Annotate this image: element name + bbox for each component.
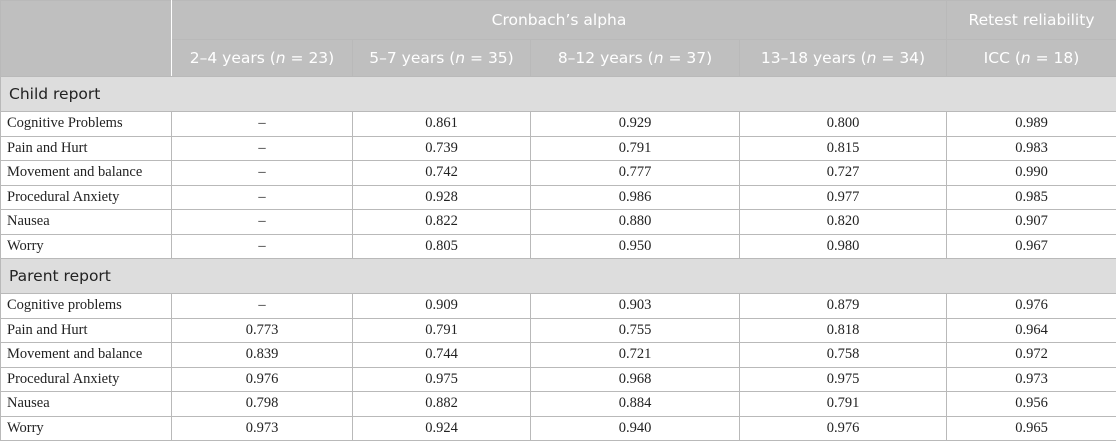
value-cell: 0.773 — [172, 318, 353, 343]
column-header: ICC (n = 18) — [947, 40, 1116, 77]
value-cell: 0.755 — [531, 318, 740, 343]
value-cell: 0.977 — [740, 185, 947, 210]
row-label: Pain and Hurt — [1, 136, 172, 161]
value-cell: 0.861 — [353, 112, 531, 137]
value-cell: 0.976 — [947, 294, 1116, 319]
value-cell: 0.820 — [740, 210, 947, 235]
value-cell: – — [172, 185, 353, 210]
value-cell: 0.928 — [353, 185, 531, 210]
value-cell: 0.879 — [740, 294, 947, 319]
corner-cell — [1, 1, 172, 77]
value-cell: 0.744 — [353, 343, 531, 368]
section-title: Child report — [1, 77, 1116, 112]
value-cell: 0.983 — [947, 136, 1116, 161]
value-cell: 0.880 — [531, 210, 740, 235]
value-cell: 0.975 — [740, 367, 947, 392]
column-header: 13–18 years (n = 34) — [740, 40, 947, 77]
row-label: Nausea — [1, 210, 172, 235]
value-cell: 0.800 — [740, 112, 947, 137]
value-cell: 0.742 — [353, 161, 531, 186]
value-cell: – — [172, 210, 353, 235]
value-cell: – — [172, 294, 353, 319]
value-cell: 0.758 — [740, 343, 947, 368]
row-label: Nausea — [1, 392, 172, 417]
row-label: Movement and balance — [1, 343, 172, 368]
value-cell: 0.980 — [740, 234, 947, 259]
value-cell: 0.968 — [531, 367, 740, 392]
value-cell: 0.815 — [740, 136, 947, 161]
row-label: Procedural Anxiety — [1, 185, 172, 210]
value-cell: – — [172, 161, 353, 186]
section-row: Parent report — [1, 259, 1116, 294]
value-cell: – — [172, 136, 353, 161]
row-label: Movement and balance — [1, 161, 172, 186]
value-cell: 0.839 — [172, 343, 353, 368]
value-cell: – — [172, 112, 353, 137]
value-cell: 0.884 — [531, 392, 740, 417]
section-title: Parent report — [1, 259, 1116, 294]
value-cell: 0.822 — [353, 210, 531, 235]
value-cell: 0.967 — [947, 234, 1116, 259]
value-cell: 0.972 — [947, 343, 1116, 368]
value-cell: 0.929 — [531, 112, 740, 137]
value-cell: 0.990 — [947, 161, 1116, 186]
value-cell: 0.964 — [947, 318, 1116, 343]
value-cell: 0.882 — [353, 392, 531, 417]
column-header: 2–4 years (n = 23) — [172, 40, 353, 77]
value-cell: 0.777 — [531, 161, 740, 186]
value-cell: 0.721 — [531, 343, 740, 368]
column-header: 5–7 years (n = 35) — [353, 40, 531, 77]
value-cell: 0.975 — [353, 367, 531, 392]
value-cell: 0.791 — [353, 318, 531, 343]
value-cell: 0.798 — [172, 392, 353, 417]
section-row: Child report — [1, 77, 1116, 112]
value-cell: 0.950 — [531, 234, 740, 259]
value-cell: 0.791 — [531, 136, 740, 161]
column-header: 8–12 years (n = 37) — [531, 40, 740, 77]
value-cell: 0.739 — [353, 136, 531, 161]
cronbach-alpha-header: Cronbach’s alpha — [172, 1, 947, 40]
value-cell: 0.907 — [947, 210, 1116, 235]
row-label: Cognitive problems — [1, 294, 172, 319]
value-cell: 0.956 — [947, 392, 1116, 417]
row-label: Pain and Hurt — [1, 318, 172, 343]
value-cell: 0.791 — [740, 392, 947, 417]
value-cell: 0.985 — [947, 185, 1116, 210]
value-cell: 0.818 — [740, 318, 947, 343]
value-cell: 0.986 — [531, 185, 740, 210]
row-label: Procedural Anxiety — [1, 367, 172, 392]
value-cell: 0.973 — [947, 367, 1116, 392]
value-cell: 0.903 — [531, 294, 740, 319]
row-label: Worry — [1, 234, 172, 259]
value-cell: 0.989 — [947, 112, 1116, 137]
retest-reliability-header: Retest reliability — [947, 1, 1116, 40]
value-cell: 0.805 — [353, 234, 531, 259]
value-cell: 0.976 — [172, 367, 353, 392]
value-cell: 0.909 — [353, 294, 531, 319]
value-cell: – — [172, 234, 353, 259]
value-cell: 0.727 — [740, 161, 947, 186]
row-label: Cognitive Problems — [1, 112, 172, 137]
